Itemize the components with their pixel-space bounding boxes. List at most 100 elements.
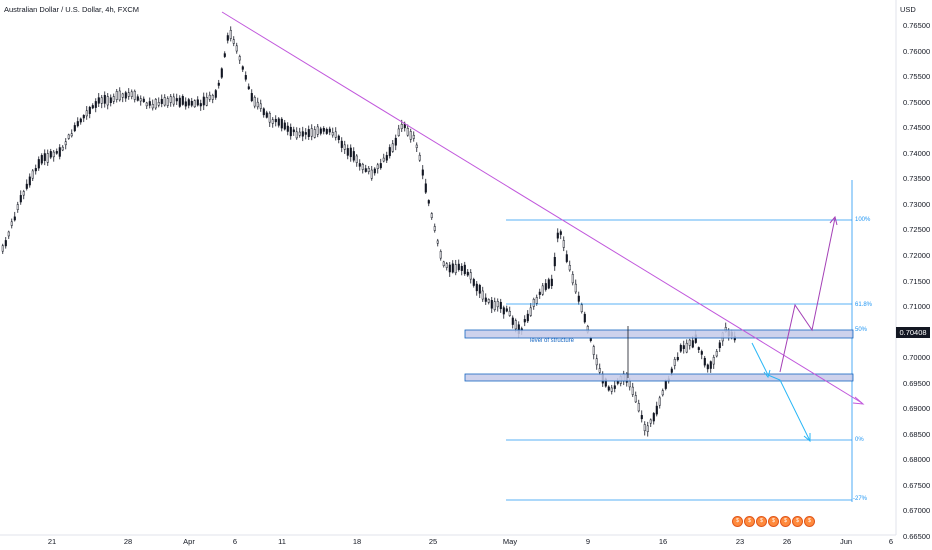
candle xyxy=(46,153,49,163)
candle xyxy=(703,357,706,366)
candle xyxy=(634,395,637,403)
candle xyxy=(466,271,469,276)
candle xyxy=(682,345,685,349)
candle xyxy=(472,279,475,286)
time-tick-label: 25 xyxy=(428,537,438,546)
candle xyxy=(340,140,343,148)
candle xyxy=(433,226,436,231)
price-tick-label: 0.72500 xyxy=(903,225,931,235)
candle xyxy=(397,128,400,136)
candle xyxy=(523,319,526,323)
candle xyxy=(673,359,676,366)
candle xyxy=(247,86,250,90)
candle xyxy=(85,110,88,117)
price-tick-label: 0.67000 xyxy=(903,506,931,516)
candle xyxy=(484,297,487,302)
event-icon[interactable]: $ xyxy=(768,516,779,527)
projection-down-arrowhead[interactable] xyxy=(803,433,811,443)
price-tick-label: 0.70000 xyxy=(903,353,931,363)
candle xyxy=(352,151,355,161)
candle xyxy=(610,387,613,392)
candle xyxy=(382,157,385,162)
candle xyxy=(1,245,4,252)
event-icon[interactable]: $ xyxy=(744,516,755,527)
event-icon[interactable]: $ xyxy=(792,516,803,527)
candle xyxy=(691,340,694,348)
candle xyxy=(301,131,304,137)
candle xyxy=(205,97,208,106)
candle xyxy=(631,386,634,395)
price-tick-label: 0.75500 xyxy=(903,72,931,82)
projection-down-path[interactable] xyxy=(751,342,811,442)
candle xyxy=(265,112,268,118)
projection-up-path[interactable] xyxy=(779,217,836,373)
candle xyxy=(343,144,346,150)
projection-up-arrowhead[interactable] xyxy=(829,215,838,226)
projection-down-arrowhead[interactable] xyxy=(763,369,771,379)
candle xyxy=(184,101,187,107)
event-icon[interactable]: $ xyxy=(804,516,815,527)
candle xyxy=(16,204,19,210)
candle xyxy=(121,93,124,98)
candle xyxy=(289,126,292,137)
trendline-arrowhead[interactable] xyxy=(852,396,865,405)
candle xyxy=(502,307,505,315)
candle xyxy=(196,99,199,106)
candle xyxy=(250,93,253,102)
event-icon[interactable]: $ xyxy=(732,516,743,527)
candle xyxy=(580,304,583,313)
candle xyxy=(154,99,157,109)
candle xyxy=(274,118,277,123)
event-icon[interactable]: $ xyxy=(756,516,767,527)
candle xyxy=(100,97,103,104)
candle xyxy=(355,155,358,163)
candle xyxy=(178,97,181,107)
drawings-group[interactable] xyxy=(221,11,865,502)
event-icon[interactable]: $ xyxy=(780,516,791,527)
candle xyxy=(322,128,325,132)
candle xyxy=(709,361,712,369)
fib-label-minus27: -27% xyxy=(853,496,868,502)
candle xyxy=(607,386,610,391)
fib-label-618: 61.8% xyxy=(855,302,873,308)
candle xyxy=(553,256,556,267)
candle xyxy=(325,128,328,134)
price-axis-currency: USD xyxy=(900,5,916,14)
candle xyxy=(55,151,58,154)
candle xyxy=(67,134,70,139)
candle xyxy=(595,358,598,366)
economic-events-row[interactable]: $ $ $ $ $ $ $ xyxy=(732,516,815,530)
candle xyxy=(544,283,547,290)
candle xyxy=(91,105,94,109)
candle xyxy=(307,129,310,137)
candle xyxy=(103,94,106,104)
candle xyxy=(559,231,562,235)
candle xyxy=(511,317,514,325)
candle xyxy=(139,98,142,102)
candle xyxy=(157,102,160,106)
fib-label-50: 50% xyxy=(855,327,868,333)
candle xyxy=(568,264,571,271)
candle xyxy=(166,98,169,106)
candle xyxy=(34,168,37,172)
structure-zone-lower[interactable] xyxy=(464,373,854,382)
candle xyxy=(331,132,334,136)
candle xyxy=(688,339,691,346)
candle xyxy=(313,129,316,138)
candle xyxy=(169,96,172,103)
fib-label-0: 0% xyxy=(855,437,864,443)
candles-group xyxy=(1,26,736,437)
candle xyxy=(97,97,100,104)
candle xyxy=(376,164,379,169)
candle xyxy=(208,94,211,100)
candle xyxy=(58,147,61,157)
candle xyxy=(460,265,463,271)
trendline[interactable] xyxy=(221,11,863,404)
candle xyxy=(226,35,229,41)
candle xyxy=(418,154,421,161)
candle xyxy=(172,96,175,105)
candle xyxy=(436,240,439,244)
structure-zone-upper[interactable] xyxy=(464,329,854,339)
price-tick-label: 0.76000 xyxy=(903,46,931,56)
